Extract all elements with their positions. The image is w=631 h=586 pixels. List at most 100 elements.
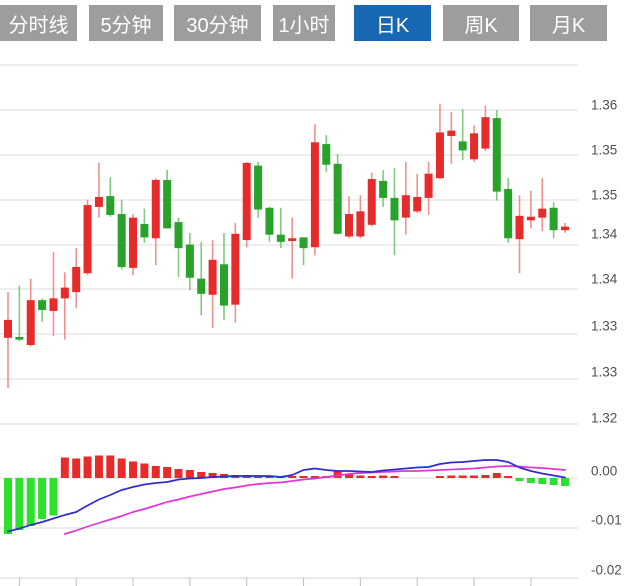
macd-histogram-bar: [72, 458, 81, 478]
candle-body: [526, 216, 535, 221]
candle-body: [83, 205, 92, 274]
candle-body: [60, 287, 69, 299]
candle-body: [26, 300, 35, 346]
candle-body: [174, 222, 183, 249]
macd-histogram-bar: [367, 476, 376, 478]
tab-30min[interactable]: 30分钟: [174, 5, 261, 41]
tab-30min-label: 30分钟: [186, 14, 249, 37]
dif-line: [7, 459, 566, 533]
candle-body: [367, 179, 376, 225]
candle-body: [208, 259, 217, 295]
macd-histogram-bar: [345, 474, 354, 478]
macd-histogram-bar: [254, 476, 263, 478]
macd-histogram-bar: [49, 478, 58, 516]
macd-histogram-bar: [390, 476, 399, 478]
macd-histogram-bar: [504, 476, 513, 478]
candle-body: [94, 197, 103, 207]
macd-histogram-bar: [174, 469, 183, 478]
tab-daily-k-label: 日K: [375, 14, 410, 37]
price-axis-label: 1.33: [591, 319, 617, 334]
macd-histogram-bar: [458, 475, 467, 478]
macd-histogram-bar: [310, 476, 319, 478]
macd-histogram-bar: [356, 475, 365, 478]
macd-histogram-bar: [560, 478, 569, 486]
tab-5min[interactable]: 5分钟: [89, 5, 163, 41]
price-axis-label: 1.36: [591, 98, 617, 113]
candle-body: [447, 130, 456, 137]
dea-line: [63, 465, 566, 535]
macd-histogram-bar: [163, 467, 172, 478]
candle-body: [219, 264, 228, 306]
candle-body: [197, 278, 206, 294]
macd-histogram-bar: [470, 475, 479, 478]
macd-histogram-bar: [185, 470, 194, 478]
candle-body: [242, 162, 251, 241]
macd-histogram-bar: [15, 478, 24, 530]
candle-body: [151, 179, 160, 239]
macd-histogram-bar: [538, 478, 547, 484]
candle-body: [117, 214, 126, 267]
candle-body: [288, 238, 297, 241]
macd-axis-label: -0.01: [591, 513, 622, 528]
candle-body: [401, 195, 410, 218]
candle-body: [140, 223, 149, 238]
macd-histogram-bar: [4, 478, 12, 534]
candle-body: [504, 188, 513, 239]
price-axis-label: 1.32: [591, 411, 617, 426]
candle-body: [15, 336, 24, 340]
tab-5min-label: 5分钟: [100, 14, 152, 37]
tab-weekly-k[interactable]: 周K: [443, 5, 519, 41]
macd-histogram-bar: [208, 473, 217, 478]
candle-body: [129, 217, 138, 268]
candle-body: [538, 208, 547, 218]
macd-axis-label: -0.02: [591, 563, 622, 578]
candle-body: [458, 141, 467, 151]
candle-body: [549, 207, 558, 231]
tab-daily-k[interactable]: 日K: [354, 5, 431, 41]
macd-histogram-bar: [38, 478, 47, 519]
candle-body: [333, 163, 342, 234]
macd-histogram-bar: [333, 471, 342, 478]
candle-body: [379, 180, 388, 198]
macd-histogram-bar: [140, 463, 149, 478]
candle-body: [322, 144, 331, 165]
candle-body: [254, 165, 263, 210]
macd-histogram-bar: [379, 475, 388, 478]
period-tabbar: 分时线 5分钟 30分钟 1小时 日K 周K 月K: [0, 5, 631, 41]
macd-histogram-bar: [447, 475, 456, 478]
candle-body: [492, 118, 501, 192]
price-axis-label: 1.34: [591, 227, 618, 242]
macd-histogram-bar: [129, 461, 138, 478]
macd-histogram-bar: [515, 478, 524, 481]
candle-body: [310, 142, 319, 248]
price-axis-label: 1.34: [591, 272, 618, 287]
tab-monthly-k-label: 月K: [551, 14, 586, 37]
candle-body: [390, 197, 399, 221]
tab-timeshare-line[interactable]: 分时线: [0, 5, 77, 41]
candle-body: [345, 214, 354, 237]
tab-1hour[interactable]: 1小时: [273, 5, 335, 41]
macd-histogram-bar: [492, 473, 501, 478]
candle-body: [424, 173, 433, 198]
macd-histogram-bar: [83, 456, 92, 478]
price-axis-label: 1.33: [591, 365, 617, 380]
candle-body: [481, 117, 490, 149]
tab-monthly-k[interactable]: 月K: [530, 5, 607, 41]
macd-histogram-bar: [151, 466, 160, 478]
candle-body: [515, 215, 524, 240]
tab-timeshare-line-label: 分时线: [8, 14, 69, 37]
macd-histogram-bar: [106, 455, 115, 478]
candle-body: [299, 237, 308, 249]
macd-histogram-bar: [265, 476, 274, 478]
price-axis-label: 1.35: [591, 143, 617, 158]
price-axis-label: 1.35: [591, 188, 617, 203]
candle-body: [276, 234, 285, 242]
macd-histogram-bar: [526, 478, 535, 483]
macd-histogram-bar: [197, 472, 206, 478]
macd-histogram-bar: [60, 457, 69, 478]
candle-body: [435, 132, 444, 179]
candle-body: [49, 298, 58, 311]
candle-body: [163, 179, 172, 229]
